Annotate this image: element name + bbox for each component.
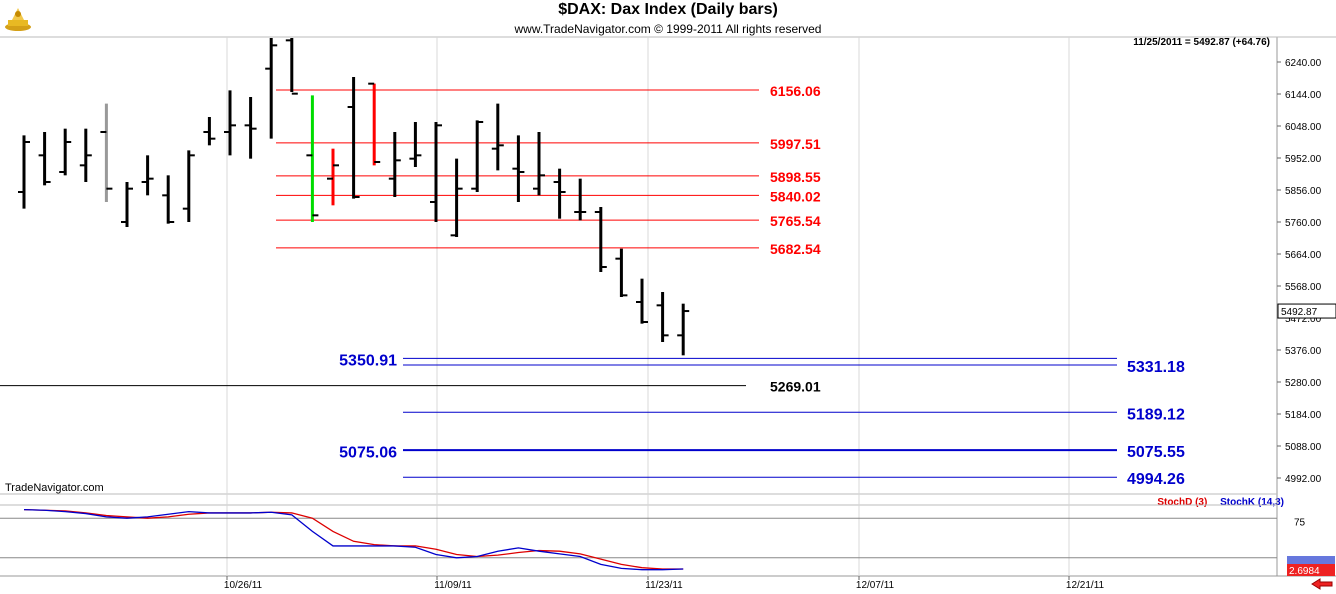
- level-label-6156-06: 6156.06: [770, 83, 821, 99]
- chart-subtitle: www.TradeNavigator.com © 1999-2011 All r…: [514, 22, 822, 36]
- y-tick-label: 5376.00: [1285, 346, 1322, 357]
- y-tick-label: 5760.00: [1285, 218, 1322, 229]
- y-tick-label: 5664.00: [1285, 250, 1322, 261]
- y-tick-label: 6048.00: [1285, 122, 1322, 133]
- oscillator-last-box: [1287, 564, 1335, 576]
- last-price-label: 5492.87: [1281, 307, 1318, 318]
- level-label-5189-12: 5189.12: [1127, 406, 1185, 423]
- level-label-5331-18: 5331.18: [1127, 359, 1185, 376]
- level-label-5350-91: 5350.91: [339, 352, 397, 369]
- level-label-5840-02: 5840.02: [770, 188, 821, 204]
- level-label-5997-51: 5997.51: [770, 136, 821, 152]
- scroll-arrow-icon[interactable]: [1311, 578, 1333, 590]
- x-tick-label: 11/09/11: [434, 580, 472, 591]
- x-tick-label: 10/26/11: [224, 580, 263, 591]
- oscillator-legend: StochD (3) StochK (14,3): [1147, 497, 1284, 508]
- y-tick-label: 6240.00: [1285, 58, 1322, 69]
- x-tick-label: 12/21/11: [1066, 580, 1105, 591]
- brand-watermark: TradeNavigator.com: [5, 482, 104, 494]
- y-tick-label: 4992.00: [1285, 474, 1322, 485]
- level-label-4994-26: 4994.26: [1127, 471, 1185, 488]
- y-tick-label: 5088.00: [1285, 442, 1322, 453]
- last-price-readout: 11/25/2011 = 5492.87 (+64.76): [1133, 37, 1270, 48]
- x-tick-label: 12/07/11: [856, 580, 895, 591]
- level-label-5682-54: 5682.54: [770, 241, 821, 257]
- legend-stoch-d: StochD (3): [1157, 497, 1208, 508]
- level-label-5075-55: 5075.55: [1127, 444, 1185, 461]
- y-tick-label: 5856.00: [1285, 186, 1322, 197]
- y-tick-label: 5184.00: [1285, 410, 1322, 421]
- y-tick-label: 5952.00: [1285, 154, 1322, 165]
- y-tick-label: 6144.00: [1285, 90, 1322, 101]
- oscillator-tick-label: 75: [1294, 518, 1306, 529]
- y-tick-label: 5472.00: [1285, 314, 1322, 325]
- level-label-5898-55: 5898.55: [770, 169, 821, 185]
- level-label-5765-54: 5765.54: [770, 213, 821, 229]
- oscillator-last-label: 2.6984: [1289, 566, 1320, 577]
- stoch-k-line: [23, 508, 684, 571]
- oscillator-last-box-top: [1287, 556, 1335, 564]
- y-tick-label: 5568.00: [1285, 282, 1322, 293]
- legend-stoch-k: StochK (14,3): [1220, 497, 1284, 508]
- trade-navigator-logo-icon: [4, 6, 32, 32]
- y-tick-label: 5280.00: [1285, 378, 1322, 389]
- x-tick-label: 11/23/11: [645, 580, 683, 591]
- level-label-5075-06: 5075.06: [339, 444, 397, 461]
- level-label-5269-01: 5269.01: [770, 379, 821, 395]
- last-price-box: [1277, 303, 1336, 319]
- chart-title: $DAX: Dax Index (Daily bars): [558, 1, 778, 18]
